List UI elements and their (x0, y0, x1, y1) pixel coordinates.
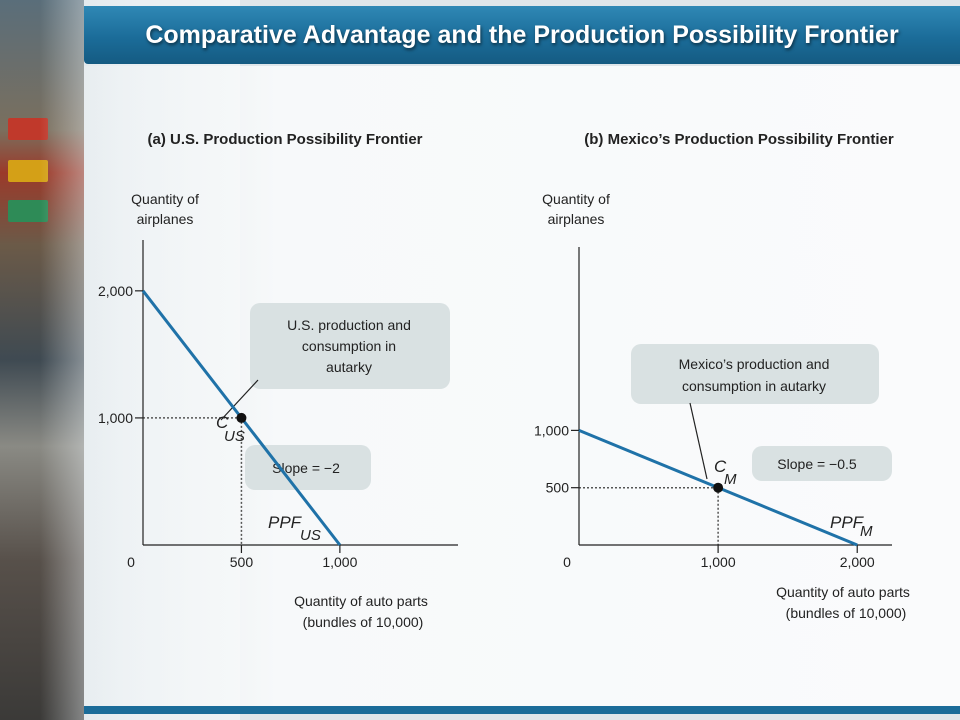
series-name: PPF (830, 513, 865, 532)
callout-box (752, 446, 892, 481)
chart-us-series-label: PPF US (268, 513, 321, 544)
chart-mexico-xlabel-line1: Quantity of auto parts (776, 584, 910, 600)
bottom-bar (84, 706, 960, 714)
chart-mexico-autarky-callout: Mexico’s production and consumption in a… (631, 344, 879, 404)
chart-us-ylabel-line2: airplanes (137, 211, 194, 227)
chart-us: (a) U.S. Production Possibility Frontier… (98, 131, 458, 630)
callout-box (631, 344, 879, 404)
page-title: Comparative Advantage and the Production… (145, 21, 899, 49)
point-subscript: M (724, 471, 737, 488)
photo-sign (8, 200, 48, 222)
chart-mexico-series-label: PPFM (830, 513, 873, 540)
callout-line: consumption in autarky (682, 378, 826, 394)
series-subscript: US (300, 527, 321, 544)
callout-pointer (220, 379, 259, 421)
chart-us-autarky-callout: U.S. production and consumption in autar… (250, 303, 450, 389)
series-subscript: M (860, 523, 873, 540)
point-subscript: US (224, 428, 245, 445)
series-name: PPF (268, 513, 303, 532)
chart-mexico-plot: 500 1,000 0 1,000 2,000 (534, 247, 892, 570)
photo-sign (8, 118, 48, 140)
chart-mexico-xlabel-line2: (bundles of 10,000) (786, 605, 907, 621)
y-tick-label: 2,000 (98, 283, 133, 299)
callout-line: Slope = −0.5 (777, 456, 857, 472)
x-tick-label: 0 (127, 554, 135, 570)
photo-sign (8, 160, 48, 182)
title-bar (84, 6, 960, 64)
callout-box (250, 303, 450, 389)
callout-line: Mexico’s production and (679, 356, 830, 372)
y-tick-label: 1,000 (534, 422, 569, 438)
x-tick-label: 2,000 (840, 554, 875, 570)
x-tick-label: 500 (230, 554, 254, 570)
chart-us-ylabel-line1: Quantity of (131, 191, 199, 207)
chart-us-slope-callout: Slope = −2 (245, 445, 371, 490)
chart-mexico-title: (b) Mexico’s Production Possibility Fron… (584, 131, 894, 148)
chart-mexico: (b) Mexico’s Production Possibility Fron… (534, 131, 910, 621)
callout-box (245, 445, 371, 490)
point-letter: C (714, 457, 727, 476)
callout-line: Slope = −2 (272, 460, 340, 476)
x-tick-label: 1,000 (322, 554, 357, 570)
callout-line: consumption in (302, 338, 396, 354)
y-tick-label: 1,000 (98, 410, 133, 426)
chart-us-plot: 1,000 2,000 0 500 1,000 (98, 240, 458, 570)
y-tick-label: 500 (546, 480, 570, 496)
callout-line: autarky (326, 359, 372, 375)
chart-mexico-ylabel-line2: airplanes (548, 211, 605, 227)
chart-us-point-label: C US (216, 413, 245, 445)
chart-mexico-slope-callout: Slope = −0.5 (752, 446, 892, 481)
chart-mexico-ylabel-line1: Quantity of (542, 191, 610, 207)
x-tick-label: 0 (563, 554, 571, 570)
autarky-point (713, 482, 724, 493)
autarky-point (236, 412, 247, 423)
chart-us-title: (a) U.S. Production Possibility Frontier (147, 131, 422, 148)
chart-us-xlabel-line2: (bundles of 10,000) (303, 614, 424, 630)
chart-us-xlabel-line1: Quantity of auto parts (294, 593, 428, 609)
point-letter: C (216, 413, 229, 432)
callout-pointer (689, 402, 708, 480)
x-tick-label: 1,000 (701, 554, 736, 570)
callout-line: U.S. production and (287, 317, 411, 333)
